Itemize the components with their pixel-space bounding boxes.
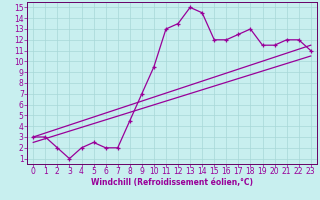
X-axis label: Windchill (Refroidissement éolien,°C): Windchill (Refroidissement éolien,°C) xyxy=(91,178,253,187)
